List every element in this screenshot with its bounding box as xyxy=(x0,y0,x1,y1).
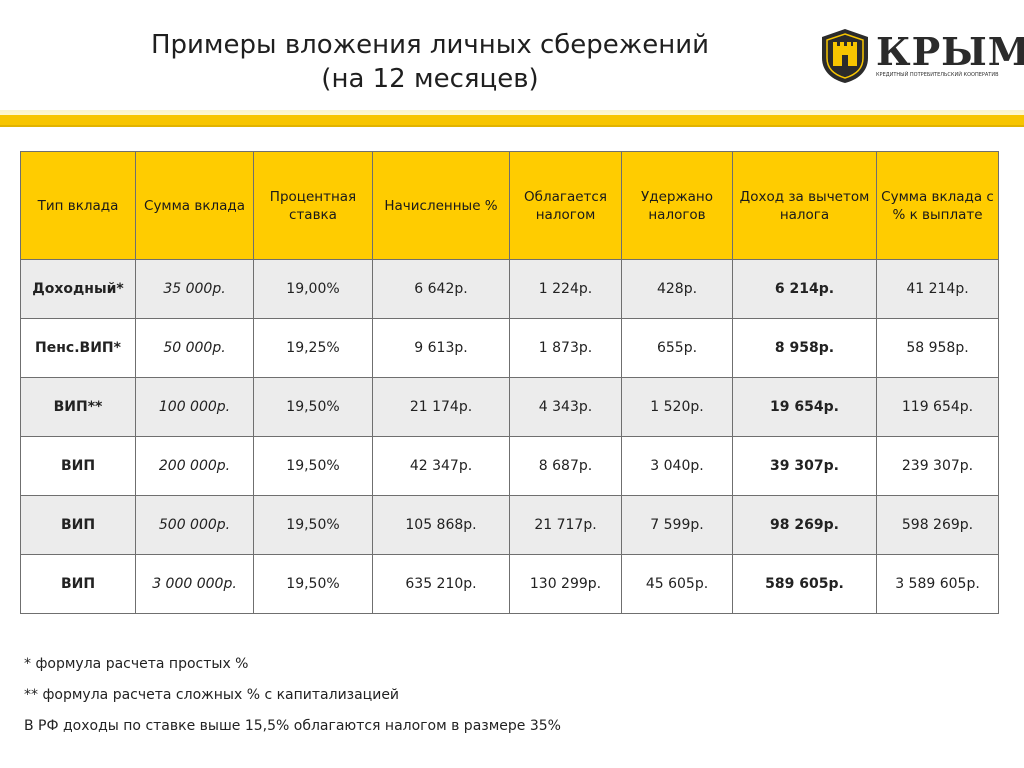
cell-interest-rate: 19,50% xyxy=(253,554,373,614)
cell-interest-rate: 19,50% xyxy=(253,377,373,437)
header-net-income: Доход за вычетом налога xyxy=(732,151,877,260)
cell-taxable: 21 717р. xyxy=(509,495,622,555)
cell-interest-rate: 19,50% xyxy=(253,436,373,496)
cell-accrued-interest: 105 868р. xyxy=(372,495,510,555)
cell-accrued-interest: 21 174р. xyxy=(372,377,510,437)
header-accrued-interest: Начисленные % xyxy=(372,151,510,260)
cell-deposit-amount: 100 000р. xyxy=(135,377,254,437)
cell-deposit-type: ВИП xyxy=(20,436,136,496)
cell-taxable: 8 687р. xyxy=(509,436,622,496)
cell-deposit-type: ВИП xyxy=(20,495,136,555)
header-tax-withheld: Удержано налогов xyxy=(621,151,733,260)
cell-deposit-amount: 35 000р. xyxy=(135,259,254,319)
title-line-2: (на 12 месяцев) xyxy=(321,64,539,94)
cell-payout-total: 239 307р. xyxy=(876,436,999,496)
cell-deposit-amount: 500 000р. xyxy=(135,495,254,555)
cell-deposit-amount: 200 000р. xyxy=(135,436,254,496)
cell-tax-withheld: 45 605р. xyxy=(621,554,733,614)
cell-payout-total: 119 654р. xyxy=(876,377,999,437)
cell-tax-withheld: 655р. xyxy=(621,318,733,378)
table-row: ВИП 500 000р. 19,50% 105 868р. 21 717р. … xyxy=(20,495,999,555)
cell-payout-total: 41 214р. xyxy=(876,259,999,319)
table-row: ВИП** 100 000р. 19,50% 21 174р. 4 343р. … xyxy=(20,377,999,437)
cell-tax-withheld: 1 520р. xyxy=(621,377,733,437)
cell-payout-total: 58 958р. xyxy=(876,318,999,378)
cell-tax-withheld: 428р. xyxy=(621,259,733,319)
cell-interest-rate: 19,00% xyxy=(253,259,373,319)
cell-net-income: 589 605р. xyxy=(732,554,877,614)
cell-accrued-interest: 9 613р. xyxy=(372,318,510,378)
cell-interest-rate: 19,50% xyxy=(253,495,373,555)
header-interest-rate: Процентная ставка xyxy=(253,151,373,260)
footnotes: * формула расчета простых % ** формула р… xyxy=(24,656,924,749)
header-accent-band xyxy=(0,115,1024,125)
cell-payout-total: 598 269р. xyxy=(876,495,999,555)
cell-payout-total: 3 589 605р. xyxy=(876,554,999,614)
footnote-simple-interest: * формула расчета простых % xyxy=(24,656,249,672)
deposit-table: Тип вклада Сумма вклада Процентная ставк… xyxy=(20,151,999,614)
cell-tax-withheld: 3 040р. xyxy=(621,436,733,496)
cell-taxable: 4 343р. xyxy=(509,377,622,437)
table-row: ВИП 200 000р. 19,50% 42 347р. 8 687р. 3 … xyxy=(20,436,999,496)
cell-net-income: 8 958р. xyxy=(732,318,877,378)
cell-deposit-type: ВИП xyxy=(20,554,136,614)
cell-tax-withheld: 7 599р. xyxy=(621,495,733,555)
table-row: ВИП 3 000 000р. 19,50% 635 210р. 130 299… xyxy=(20,554,999,614)
footnote-compound-interest: ** формула расчета сложных % с капитализ… xyxy=(24,687,400,703)
cell-deposit-type: Пенс.ВИП* xyxy=(20,318,136,378)
footnote-tax-rule: В РФ доходы по ставке выше 15,5% облагаю… xyxy=(24,718,561,734)
header-band-edge xyxy=(0,125,1024,127)
cell-accrued-interest: 635 210р. xyxy=(372,554,510,614)
cell-net-income: 98 269р. xyxy=(732,495,877,555)
cell-net-income: 19 654р. xyxy=(732,377,877,437)
cell-deposit-amount: 3 000 000р. xyxy=(135,554,254,614)
table-row: Доходный* 35 000р. 19,00% 6 642р. 1 224р… xyxy=(20,259,999,319)
cell-taxable: 1 873р. xyxy=(509,318,622,378)
title-line-1: Примеры вложения личных сбережений xyxy=(150,30,710,60)
header-payout-total: Сумма вклада с % к выплате xyxy=(876,151,999,260)
header-taxable: Облагается налогом xyxy=(509,151,622,260)
header-deposit-type: Тип вклада xyxy=(20,151,136,260)
logo-wordmark: КРЫМ xyxy=(876,29,1024,74)
table-header-row: Тип вклада Сумма вклада Процентная ставк… xyxy=(20,151,999,260)
logo-subtitle: КРЕДИТНЫЙ ПОТРЕБИТЕЛЬСКИЙ КООПЕРАТИВ xyxy=(876,72,999,78)
cell-interest-rate: 19,25% xyxy=(253,318,373,378)
cell-deposit-type: Доходный* xyxy=(20,259,136,319)
header-band-shadow xyxy=(0,110,1024,115)
cell-accrued-interest: 42 347р. xyxy=(372,436,510,496)
cell-deposit-amount: 50 000р. xyxy=(135,318,254,378)
shield-emblem-icon xyxy=(822,29,868,83)
cell-net-income: 6 214р. xyxy=(732,259,877,319)
cell-accrued-interest: 6 642р. xyxy=(372,259,510,319)
page-title: Примеры вложения личных сбережений (на 1… xyxy=(100,28,760,96)
cell-net-income: 39 307р. xyxy=(732,436,877,496)
cell-deposit-type: ВИП** xyxy=(20,377,136,437)
cell-taxable: 130 299р. xyxy=(509,554,622,614)
header-deposit-amount: Сумма вклада xyxy=(135,151,254,260)
table-row: Пенс.ВИП* 50 000р. 19,25% 9 613р. 1 873р… xyxy=(20,318,999,378)
cell-taxable: 1 224р. xyxy=(509,259,622,319)
krym-logo: КРЫМ КРЕДИТНЫЙ ПОТРЕБИТЕЛЬСКИЙ КООПЕРАТИ… xyxy=(820,28,1024,84)
